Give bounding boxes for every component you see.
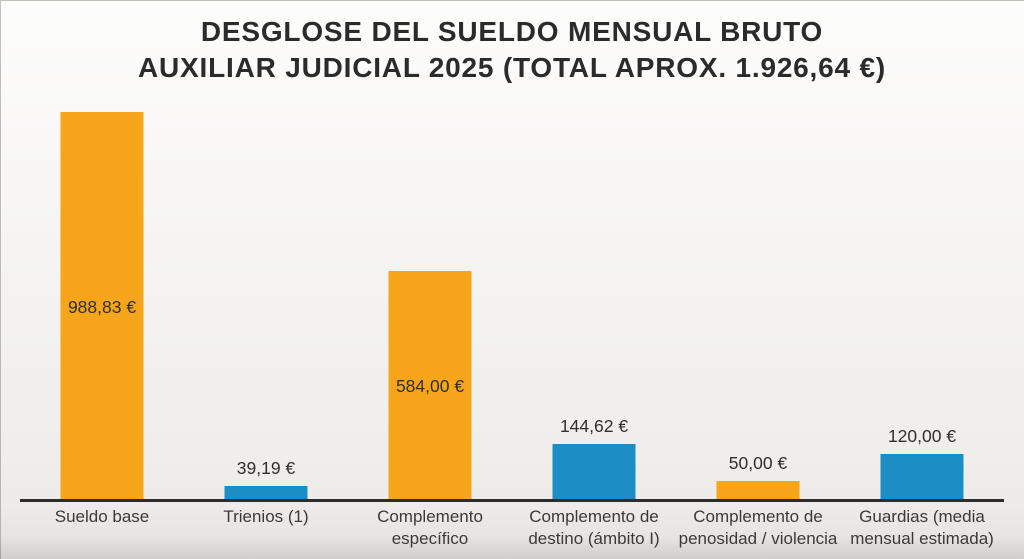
bar (552, 444, 636, 501)
plot-area: 988,83 € 39,19 € 584,00 € 144,62 € 50,00 € 12… (20, 90, 1004, 501)
x-axis-line (20, 499, 1004, 502)
bar-column-4: 144,62 € (512, 90, 676, 501)
bar (388, 271, 472, 501)
bar-value-label: 144,62 € (559, 416, 629, 436)
bar-value-label: 584,00 € (395, 376, 465, 396)
bar (60, 112, 144, 501)
chart-title-line1: DESGLOSE DEL SUELDO MENSUAL BRUTO (200, 16, 824, 47)
category-label: Complemento específico (377, 507, 483, 548)
bar-column-1: 988,83 € (20, 90, 184, 501)
bar-value-label: 39,19 € (236, 458, 296, 478)
category-label: Guardias (media mensual estimada) (850, 507, 994, 548)
chart-title-line2: AUXILIAR JUDICIAL 2025 (TOTAL APROX. 1.9… (138, 52, 886, 83)
chart-title: DESGLOSE DEL SUELDO MENSUAL BRUTO AUXILI… (0, 14, 1024, 86)
category-label: Sueldo base (54, 507, 150, 526)
bar (880, 454, 964, 501)
category-label: Trienios (1) (223, 507, 309, 526)
category-label: Complemento de destino (ámbito I) (528, 507, 660, 548)
bar-column-6: 120,00 € (840, 90, 1004, 501)
bar (716, 481, 800, 501)
category-axis: Sueldo base Trienios (1) Complemento espec… (20, 506, 1004, 550)
bar-value-label: 988,83 € (67, 296, 137, 317)
bar-value-label: 120,00 € (887, 426, 957, 446)
bar-column-2: 39,19 € (184, 90, 348, 501)
bar-column-5: 50,00 € (676, 90, 840, 501)
category-label: Complemento de penosidad / violencia (678, 507, 838, 548)
bar-column-3: 584,00 € (348, 90, 512, 501)
bar-value-label: 50,00 € (728, 453, 788, 473)
bar (224, 486, 308, 501)
